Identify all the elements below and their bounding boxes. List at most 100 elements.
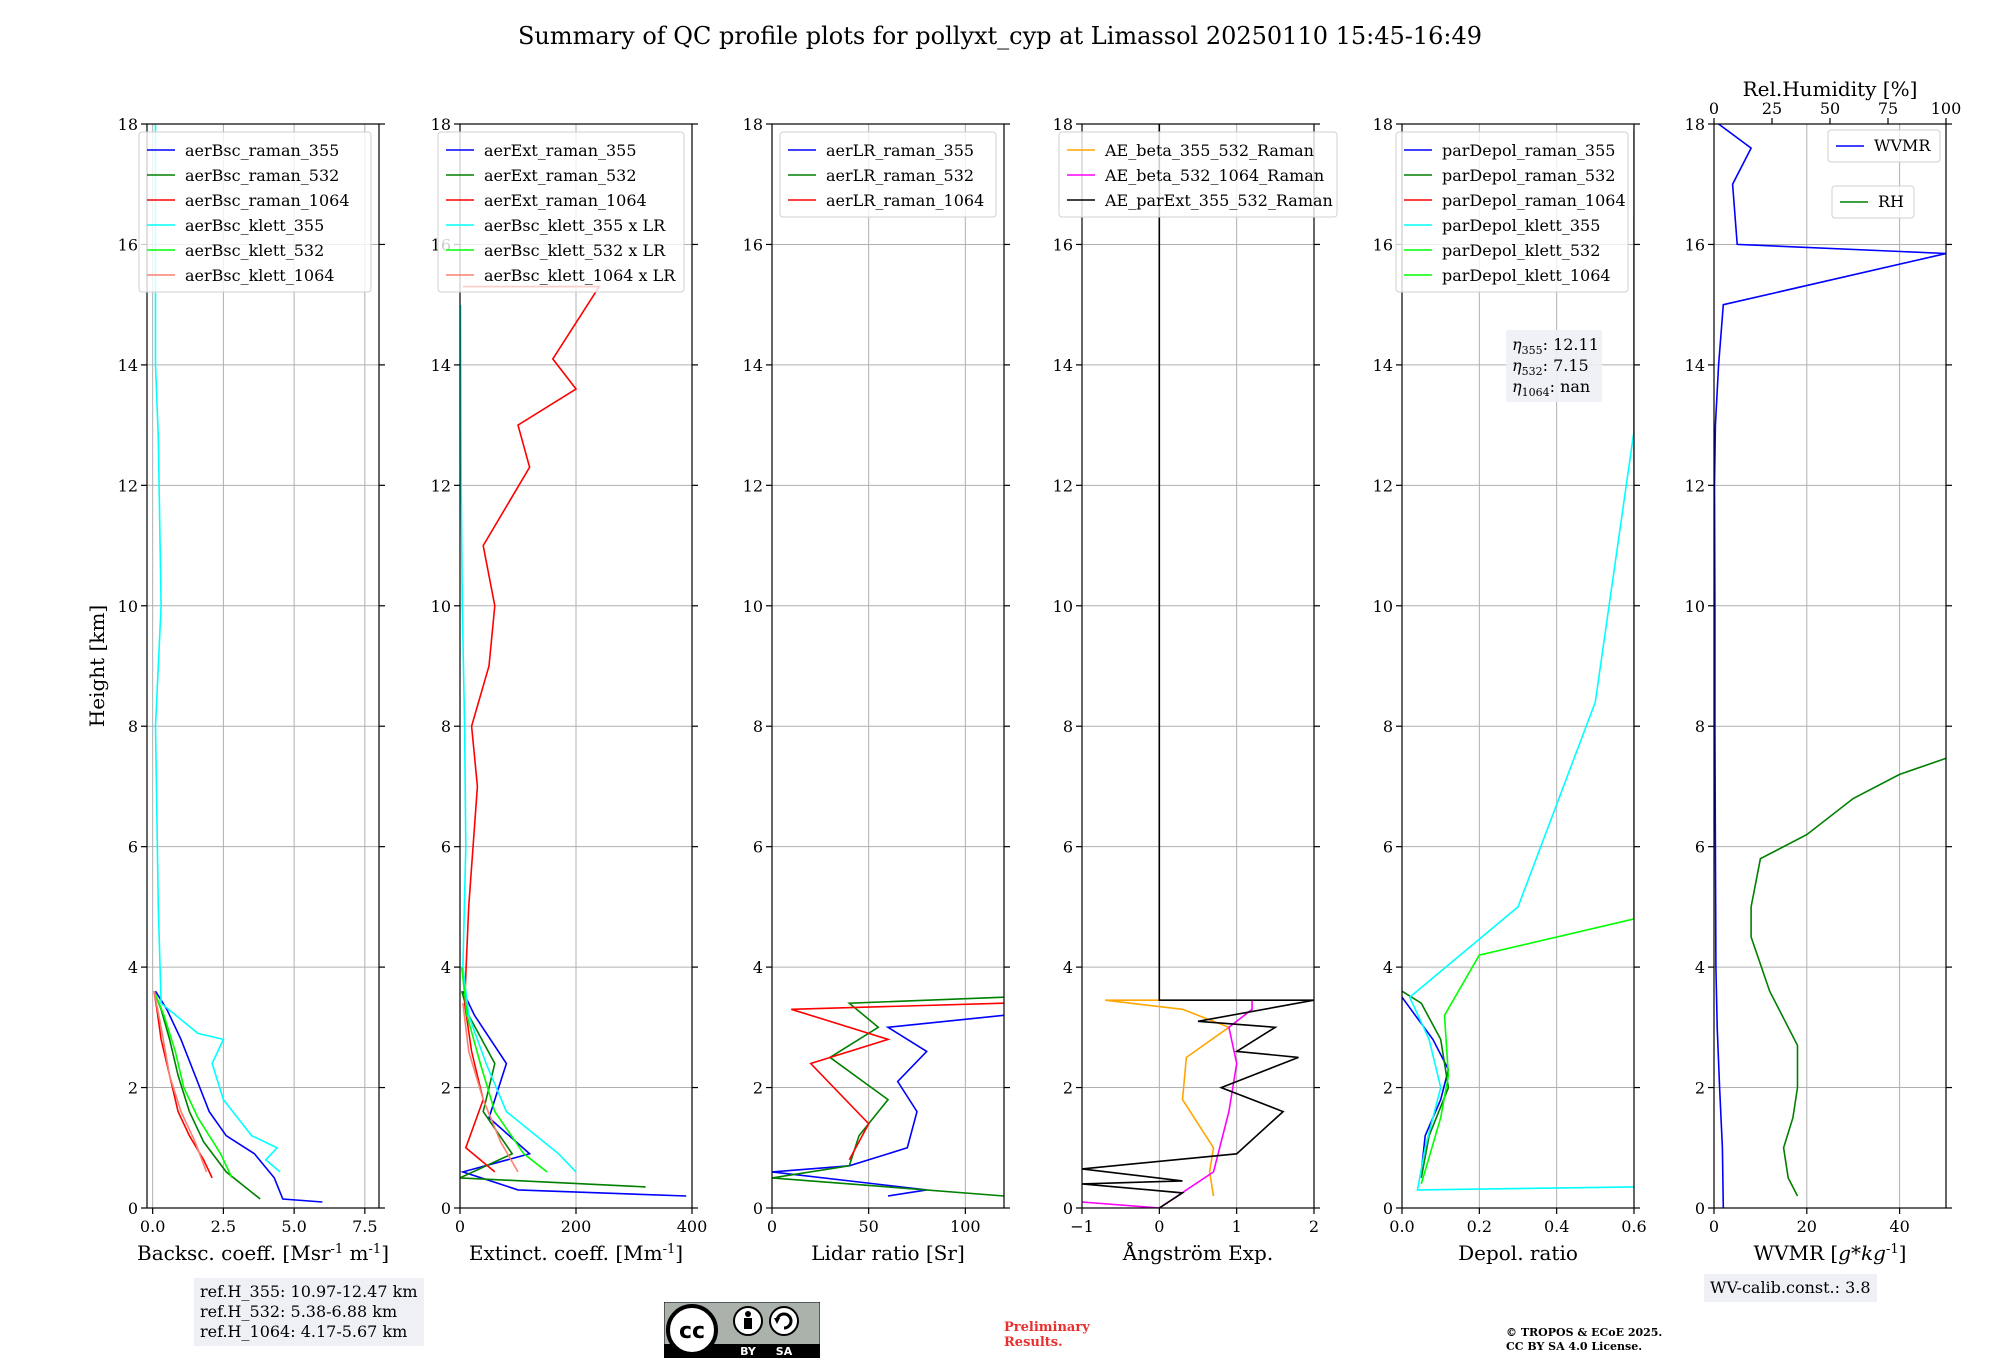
figure-title: Summary of QC profile plots for pollyxt_… — [517, 22, 1483, 50]
y-axis-label: Height [km] — [85, 605, 109, 727]
legend-label-aerbsc-raman-1064: aerBsc_raman_1064 — [185, 191, 350, 210]
legend-rh: RH — [1831, 185, 1915, 219]
y-tick-label: 18 — [1053, 115, 1073, 134]
y-tick-label: 10 — [118, 597, 138, 616]
y-tick-label: 12 — [1053, 476, 1073, 495]
y-tick-label: 18 — [1373, 115, 1393, 134]
y-tick-label: 8 — [1383, 717, 1393, 736]
y-tick-label: 0 — [753, 1199, 763, 1218]
legend: aerExt_raman_355 aerExt_raman_532 aerExt_r… — [437, 131, 685, 293]
y-tick-label: 12 — [1373, 476, 1393, 495]
legend: AE_beta_355_532_Raman AE_beta_532_1064_Ra… — [1058, 131, 1338, 218]
y-tick-label: 16 — [743, 235, 763, 254]
legend-label-aerbsc-klett-355: aerBsc_klett_355 — [185, 216, 324, 235]
badge-by: BY — [740, 1345, 757, 1358]
series-line-aerbsc-raman-355 — [154, 990, 323, 1203]
legend-box — [138, 131, 372, 293]
x-tick-label: 7.5 — [352, 1217, 377, 1236]
series-group — [153, 124, 323, 1203]
x-tick-label: 0 — [1709, 1217, 1719, 1236]
y-tick-label: 6 — [1383, 838, 1393, 857]
series-line-aerbsc-raman-1064 — [153, 991, 213, 1179]
y-tick-label: 6 — [753, 838, 763, 857]
x-tick-label: 50 — [858, 1217, 878, 1236]
top-x-tick-label: 75 — [1878, 99, 1898, 118]
legend-box — [1395, 131, 1629, 293]
y-tick-label: 2 — [1383, 1079, 1393, 1098]
y-tick-label: 18 — [118, 115, 138, 134]
series-line-ae-beta-532-1064-raman — [1082, 1000, 1253, 1208]
series-line-aerbsc-raman-532 — [153, 990, 261, 1200]
y-tick-label: 12 — [118, 476, 138, 495]
preliminary-note: Preliminary Results. — [1004, 1320, 1090, 1350]
legend-wvmr: WVMR — [1827, 129, 1941, 163]
y-tick-label: 2 — [1695, 1079, 1705, 1098]
y-tick-label: 14 — [743, 356, 763, 375]
axes-frame — [771, 123, 1005, 1209]
x-tick-label: 0 — [455, 1217, 465, 1236]
y-tick-label: 0 — [128, 1199, 138, 1218]
legend-label-pardepol-klett-532: parDepol_klett_532 — [1442, 241, 1600, 260]
legend: aerBsc_raman_355 aerBsc_raman_532 aerBsc_r… — [138, 131, 372, 293]
axes-frame — [1713, 123, 1947, 1209]
top-x-axis-label: Rel.Humidity [%] — [1743, 77, 1918, 101]
series-group — [1402, 130, 1634, 1191]
series-line-pardepol-klett-532 — [1420, 130, 1634, 1185]
x-tick-label: 0.6 — [1621, 1217, 1646, 1236]
legend-box — [1827, 129, 1941, 163]
legend-label-aerlr-raman-355: aerLR_raman_355 — [826, 141, 974, 160]
series-line-ae-parext-355-532-raman — [1082, 124, 1314, 1208]
legend-label-aerbsc-raman-532: aerBsc_raman_532 — [185, 166, 339, 185]
series-line-aerlr-raman-1064 — [791, 1002, 1004, 1161]
y-tick-label: 12 — [431, 476, 451, 495]
x-tick-label: 200 — [561, 1217, 592, 1236]
x-tick-label: −1 — [1070, 1217, 1094, 1236]
legend: parDepol_raman_355 parDepol_raman_532 parD… — [1395, 131, 1629, 293]
y-tick-label: 16 — [1053, 235, 1073, 254]
legend-label-aerbsc-raman-355: aerBsc_raman_355 — [185, 141, 339, 160]
y-tick-label: 10 — [1685, 597, 1705, 616]
legend-label-aerext-raman-355: aerExt_raman_355 — [484, 141, 637, 160]
x-tick-label: 0.0 — [1389, 1217, 1414, 1236]
y-tick-label: 8 — [1063, 717, 1073, 736]
y-tick-label: 8 — [753, 717, 763, 736]
x-tick-label: 40 — [1889, 1217, 1909, 1236]
y-tick-label: 2 — [1063, 1079, 1073, 1098]
x-tick-label: 20 — [1797, 1217, 1817, 1236]
x-axis-label: Ångström Exp. — [1122, 1240, 1273, 1265]
wv-calibration-constant: WV-calib.const.: 3.8 — [1710, 1278, 1871, 1297]
legend-label-aerbsc-klett-532-x-lr: aerBsc_klett_532 x LR — [484, 241, 666, 260]
series-line-aerbsc-klett-532 — [153, 990, 233, 1179]
legend-label-pardepol-raman-1064: parDepol_raman_1064 — [1442, 191, 1626, 210]
y-tick-label: 8 — [128, 717, 138, 736]
series-group — [1714, 124, 1946, 1208]
legend-box — [1831, 185, 1915, 219]
series-line-aerbsc-klett-355-x-lr — [460, 304, 577, 1173]
x-tick-label: 0 — [1154, 1217, 1164, 1236]
ref-height-1064: ref.H_1064: 4.17-5.67 km — [200, 1322, 408, 1341]
y-tick-label: 2 — [753, 1079, 763, 1098]
annotation-line: η355: 12.11 — [1512, 335, 1599, 357]
top-x-tick-label: 100 — [1931, 99, 1962, 118]
y-tick-label: 2 — [441, 1079, 451, 1098]
panel-lidar_ratio: 0 2 4 6 8 10 12 14 16 18 0 50 100 Lidar ratio [Sr] aer… — [743, 115, 1010, 1265]
series-group — [1082, 124, 1314, 1208]
y-tick-label: 18 — [431, 115, 451, 134]
y-tick-label: 14 — [1685, 356, 1705, 375]
y-tick-label: 6 — [1063, 838, 1073, 857]
y-tick-label: 0 — [1695, 1199, 1705, 1218]
cc-icon — [666, 1304, 718, 1356]
x-tick-label: 2 — [1309, 1217, 1319, 1236]
axes-frame — [1401, 123, 1635, 1209]
x-axis-label: Lidar ratio [Sr] — [811, 1241, 965, 1265]
series-group — [460, 285, 687, 1197]
y-tick-label: 4 — [753, 958, 763, 977]
x-tick-label: 0.0 — [140, 1217, 165, 1236]
legend-label-aerbsc-klett-1064: aerBsc_klett_1064 — [185, 266, 334, 285]
svg-text:cc: cc — [679, 1319, 705, 1344]
annotation-background — [1506, 330, 1602, 402]
series-line-aerbsc-klett-1064-x-lr — [462, 1003, 519, 1173]
y-tick-label: 8 — [1695, 717, 1705, 736]
